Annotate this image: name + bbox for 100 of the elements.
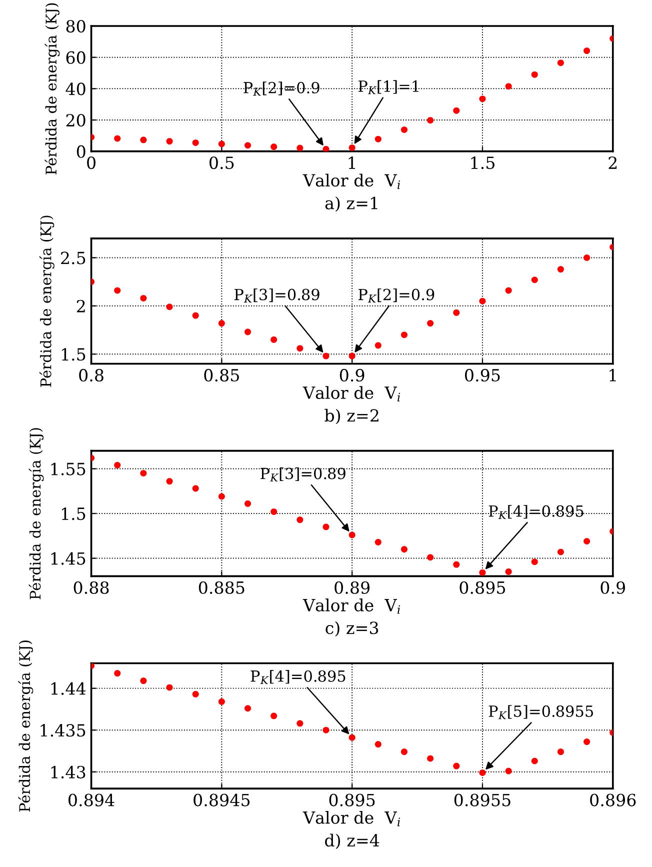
- point: [140, 470, 147, 476]
- point: [427, 755, 434, 762]
- point: [166, 684, 173, 691]
- annotation: P$_{K}$[1]=1: [358, 80, 418, 94]
- y-axis-title: Pérdida de energía (KJ): [44, 3, 60, 174]
- x-tick-label: 1: [610, 368, 616, 382]
- point: [218, 140, 225, 148]
- y-tick-label: 1.44: [51, 682, 86, 695]
- point: [296, 144, 304, 152]
- y-tick-label: 1.435: [40, 724, 86, 737]
- point: [531, 71, 538, 78]
- point: [427, 554, 434, 561]
- point: [322, 726, 330, 734]
- point: [557, 748, 564, 756]
- y-tick-label: 40: [66, 82, 86, 96]
- point: [166, 478, 173, 485]
- point: [374, 136, 382, 142]
- x-tick-label: 0.85: [204, 368, 239, 382]
- point: [114, 670, 121, 677]
- point: [296, 345, 304, 352]
- point: [427, 117, 434, 124]
- point: [244, 705, 252, 712]
- point: [453, 561, 460, 568]
- x-tick-label: 0.8945: [194, 794, 250, 806]
- point: [244, 142, 252, 149]
- point: [531, 558, 538, 566]
- point: [505, 768, 512, 774]
- x-tick-label: 0.9: [340, 368, 364, 382]
- y-tick-label: 2.5: [61, 252, 86, 264]
- y-tick-label: 80: [66, 20, 86, 33]
- x-axis-title: Valor de V$_{i}$: [302, 174, 400, 189]
- point: [322, 352, 330, 360]
- y-tick-label: 1.5: [62, 507, 86, 520]
- point: [348, 144, 356, 151]
- y-tick-label: 1.5: [62, 348, 86, 361]
- point: [218, 698, 225, 705]
- point: [244, 500, 252, 507]
- point: [505, 287, 512, 294]
- point: [166, 138, 173, 145]
- x-tick-label: 2: [608, 156, 617, 169]
- text: c) z=3: [326, 621, 378, 637]
- point: [374, 538, 382, 546]
- annotation: P$_{K}$[5]=0.8955: [488, 705, 594, 720]
- point: [374, 741, 382, 748]
- y-axis-title: Pérdida de energía (KJ): [39, 216, 54, 387]
- x-tick-label: 0.89: [334, 581, 370, 594]
- x-tick-label: 0.8: [79, 368, 104, 382]
- text: d) z=4: [325, 834, 380, 849]
- y-tick-label: 1.55: [51, 462, 86, 476]
- point: [584, 738, 590, 746]
- y-tick-label: 20: [66, 114, 86, 127]
- point: [296, 720, 304, 727]
- point: [453, 107, 460, 114]
- point: [192, 485, 199, 492]
- point: [479, 96, 486, 102]
- x-axis-title: Valor de V$_{i}$: [302, 386, 400, 402]
- x-tick-label: 0.9: [600, 581, 626, 594]
- point: [505, 568, 512, 575]
- point: [348, 734, 356, 741]
- annotation: P$_{K}$[3]=0.89: [234, 288, 320, 302]
- point: [479, 298, 486, 304]
- point: [244, 328, 252, 336]
- y-tick-label: 1.45: [51, 552, 86, 565]
- point: [270, 336, 278, 343]
- x-tick-label: 0: [87, 156, 96, 170]
- point: [140, 136, 147, 144]
- point: [192, 139, 199, 146]
- point: [218, 493, 225, 500]
- point: [584, 254, 590, 261]
- x-tick-label: 0.895: [460, 581, 506, 594]
- point: [400, 126, 408, 133]
- y-axis-title: Pérdida de energía (KJ): [28, 428, 44, 600]
- annotation: P$_{K}$[4]=0.895: [488, 505, 584, 520]
- point: [270, 712, 278, 720]
- point: [166, 304, 173, 310]
- point: [584, 48, 590, 54]
- x-axis-title: Valor de V$_{i}$: [302, 598, 400, 614]
- point: [479, 769, 486, 776]
- y-tick-label: 60: [66, 51, 86, 64]
- point: [400, 332, 408, 338]
- x-tick-label: 0.896: [590, 794, 636, 806]
- y-tick-label: 0: [76, 145, 86, 158]
- point: [296, 516, 304, 524]
- point: [270, 144, 278, 150]
- point: [322, 524, 330, 530]
- x-tick-label: 0.895: [329, 794, 375, 806]
- x-tick-label: 0.885: [198, 581, 244, 594]
- y-tick-label: 2: [76, 300, 85, 312]
- point: [400, 748, 408, 756]
- x-tick-label: 1.5: [471, 156, 494, 170]
- point: [322, 146, 330, 152]
- point: [114, 135, 121, 142]
- annotation: P$_{K}$[4]=0.895: [250, 670, 346, 684]
- point: [140, 678, 147, 684]
- point: [584, 538, 590, 545]
- point: [218, 320, 225, 327]
- x-tick-label: 0.95: [465, 368, 500, 382]
- point: [557, 60, 564, 66]
- point: [400, 546, 408, 553]
- point: [531, 758, 538, 764]
